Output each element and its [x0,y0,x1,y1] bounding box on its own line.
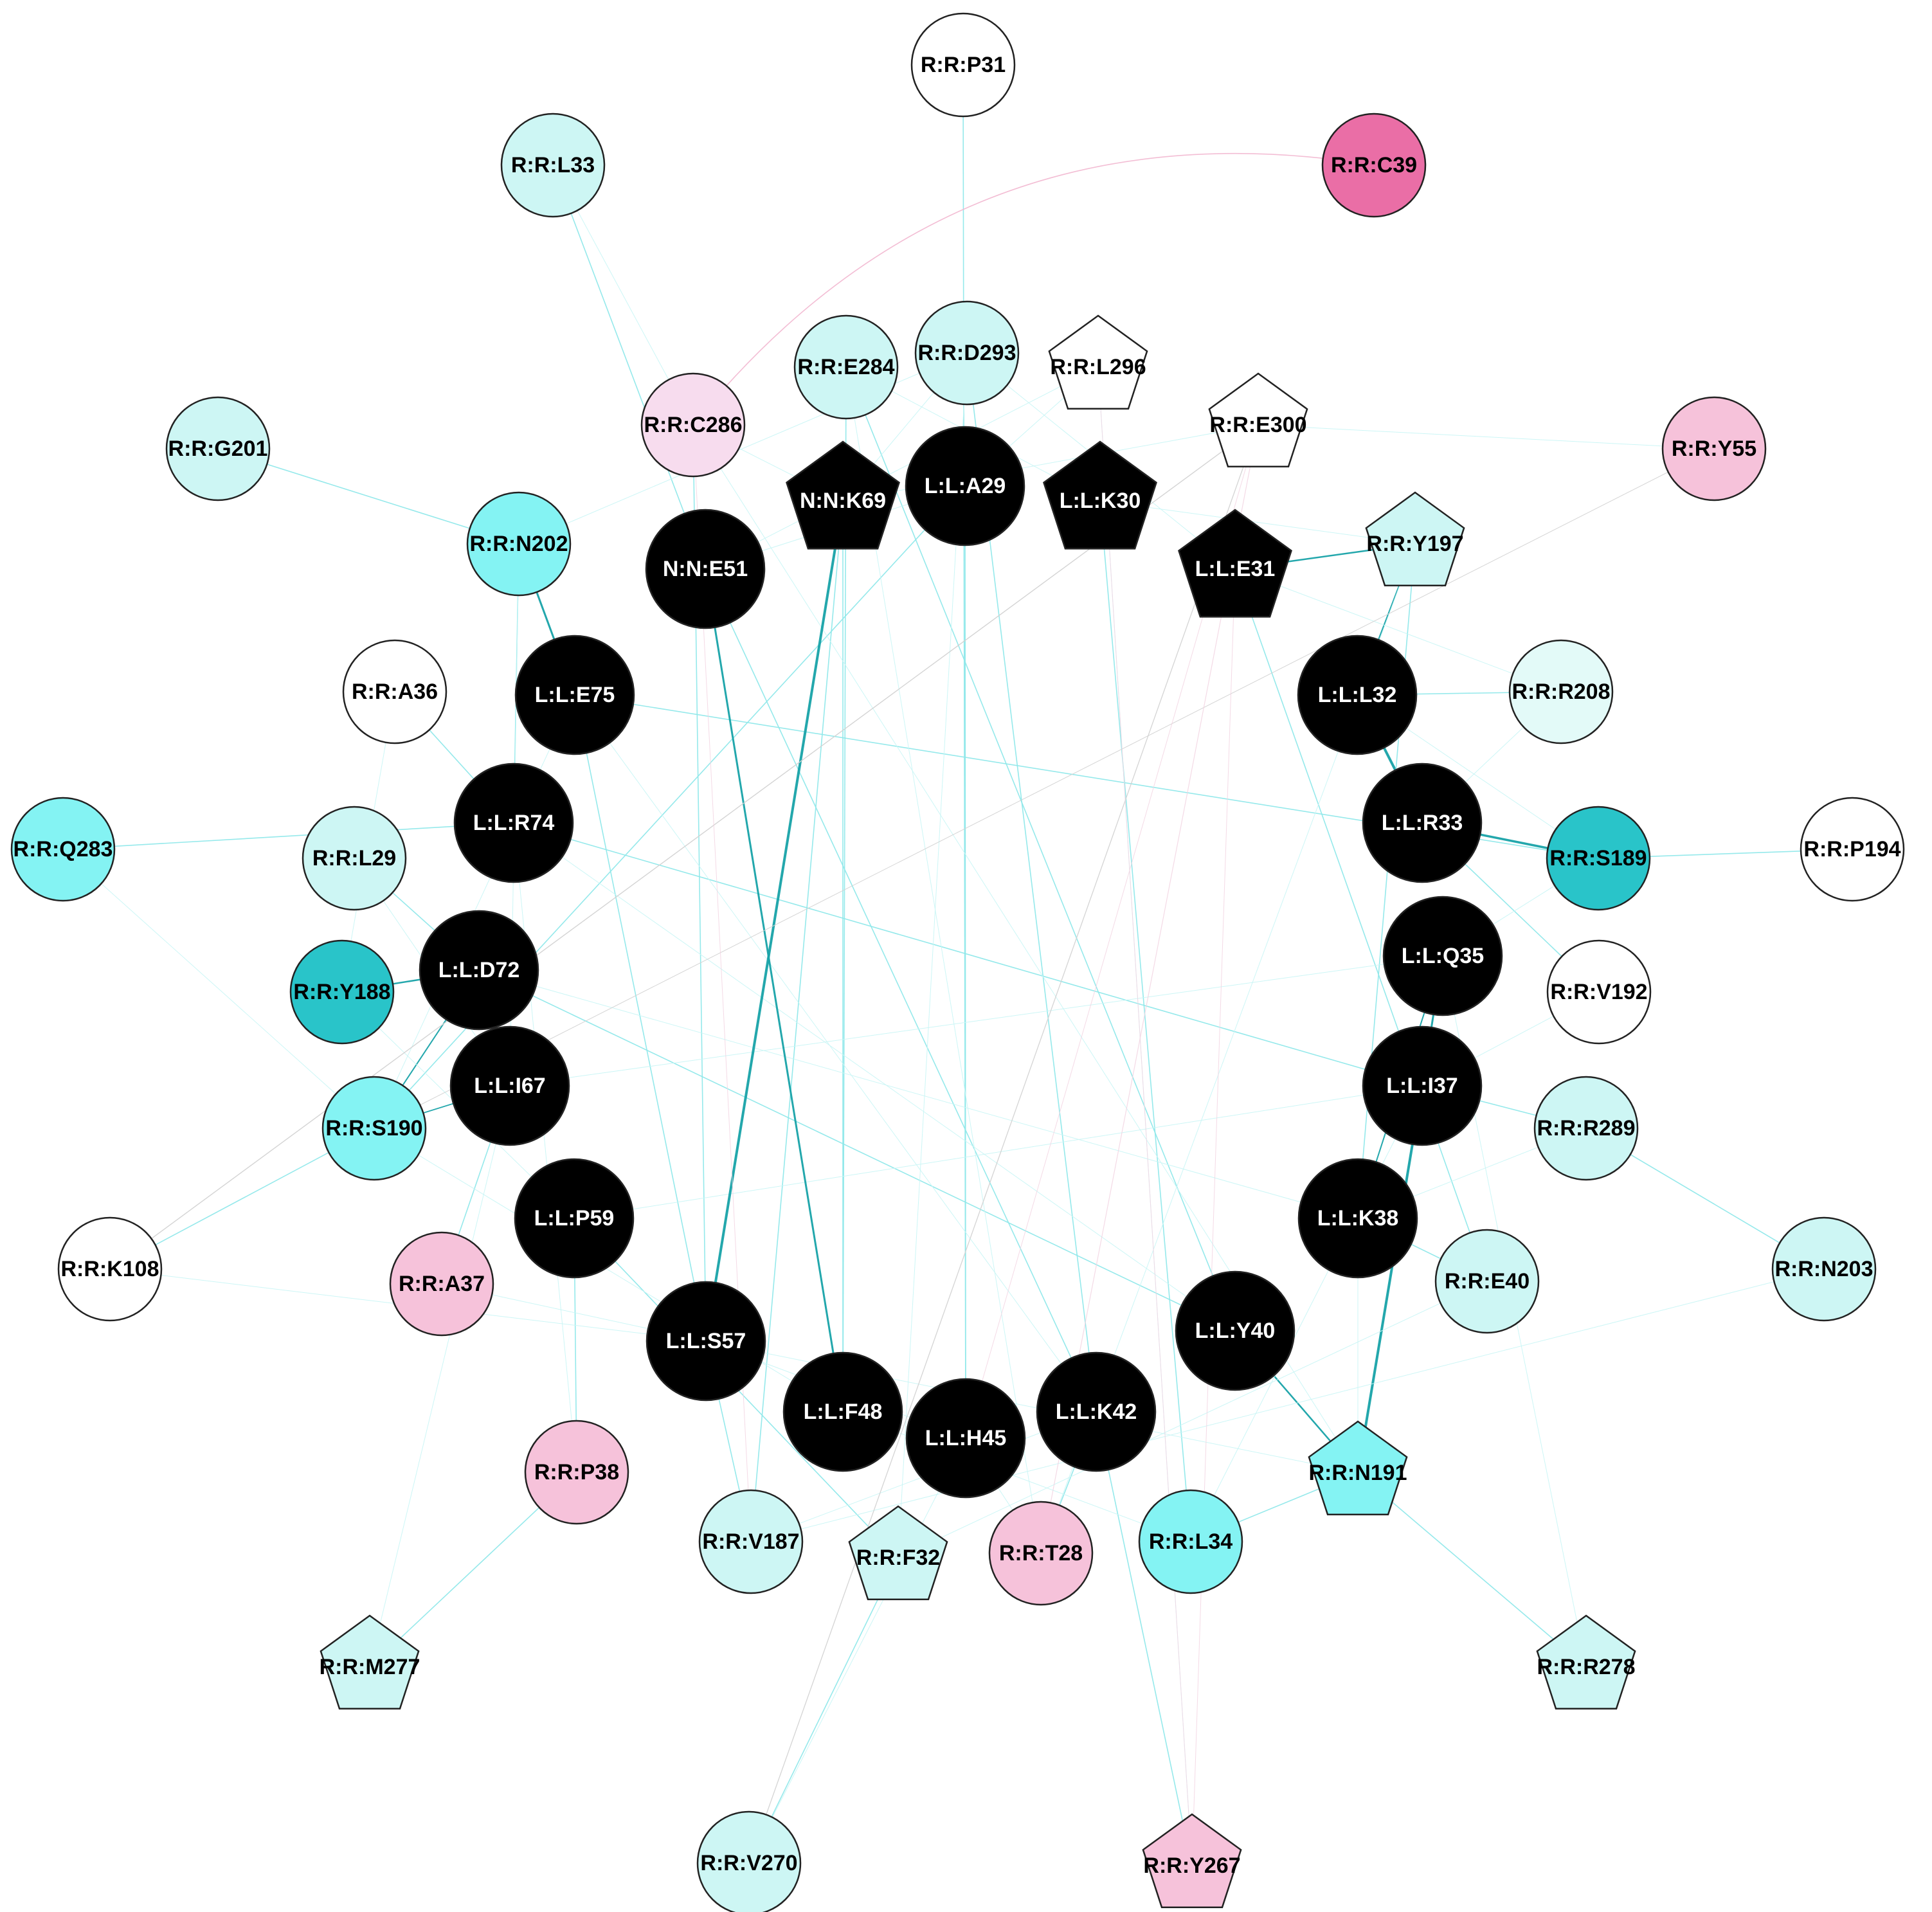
svg-text:R:R:G201: R:R:G201 [168,437,268,461]
svg-text:L:L:K42: L:L:K42 [1056,1400,1137,1424]
svg-text:R:R:S189: R:R:S189 [1549,846,1647,870]
svg-text:R:R:C286: R:R:C286 [644,413,742,437]
svg-text:L:L:A29: L:L:A29 [925,474,1006,498]
svg-text:R:R:L33: R:R:L33 [511,153,595,177]
svg-text:R:R:K108: R:R:K108 [60,1257,159,1281]
svg-text:L:L:F48: L:L:F48 [804,1400,883,1424]
svg-text:L:L:Y40: L:L:Y40 [1195,1319,1276,1343]
svg-text:L:L:R74: L:L:R74 [473,811,555,835]
svg-text:L:L:P59: L:L:P59 [534,1206,615,1231]
svg-text:R:R:T28: R:R:T28 [999,1541,1083,1565]
svg-text:R:R:N202: R:R:N202 [469,532,568,556]
svg-text:L:L:Q35: L:L:Q35 [1402,944,1484,968]
svg-text:N:N:K69: N:N:K69 [800,489,886,513]
svg-text:R:R:E40: R:R:E40 [1445,1269,1530,1294]
svg-text:R:R:Y197: R:R:Y197 [1366,532,1463,556]
svg-text:R:R:R289: R:R:R289 [1537,1116,1635,1141]
svg-text:R:R:N203: R:R:N203 [1774,1257,1873,1281]
svg-text:R:R:P38: R:R:P38 [534,1460,619,1484]
svg-text:R:R:L296: R:R:L296 [1050,355,1146,379]
svg-text:R:R:S190: R:R:S190 [325,1116,422,1141]
svg-text:L:L:E75: L:L:E75 [535,683,615,707]
svg-text:N:N:E51: N:N:E51 [663,557,748,581]
svg-text:R:R:Q283: R:R:Q283 [14,837,113,861]
svg-text:L:L:L32: L:L:L32 [1318,683,1397,707]
svg-text:L:L:K38: L:L:K38 [1317,1206,1399,1231]
svg-text:R:R:Y188: R:R:Y188 [293,980,390,1004]
svg-text:R:R:V192: R:R:V192 [1550,980,1647,1004]
svg-text:L:L:K30: L:L:K30 [1060,489,1141,513]
svg-text:R:R:V187: R:R:V187 [702,1529,799,1554]
svg-text:R:R:C39: R:R:C39 [1331,153,1417,177]
svg-text:R:R:N191: R:R:N191 [1308,1461,1407,1485]
svg-text:R:R:D293: R:R:D293 [917,341,1016,365]
svg-text:R:R:M277: R:R:M277 [320,1655,420,1679]
svg-text:R:R:F32: R:R:F32 [856,1546,940,1570]
svg-text:L:L:H45: L:L:H45 [925,1426,1007,1450]
svg-text:L:L:E31: L:L:E31 [1195,557,1276,581]
svg-text:R:R:A36: R:R:A36 [352,680,438,704]
svg-text:R:R:P194: R:R:P194 [1803,837,1900,861]
svg-text:R:R:P31: R:R:P31 [921,53,1006,77]
svg-text:L:L:S57: L:L:S57 [666,1329,746,1353]
svg-text:R:R:L34: R:R:L34 [1149,1529,1232,1554]
svg-text:R:R:A37: R:R:A37 [399,1272,485,1296]
svg-text:R:R:V270: R:R:V270 [700,1851,797,1875]
svg-text:R:R:E300: R:R:E300 [1209,413,1306,437]
svg-text:R:R:Y267: R:R:Y267 [1143,1853,1240,1878]
svg-text:R:R:Y55: R:R:Y55 [1672,437,1756,461]
svg-text:L:L:I37: L:L:I37 [1386,1074,1458,1098]
svg-text:L:L:I67: L:L:I67 [474,1074,545,1098]
svg-text:R:R:R278: R:R:R278 [1537,1655,1635,1679]
svg-text:L:L:D72: L:L:D72 [438,958,520,982]
svg-text:R:R:L29: R:R:L29 [312,846,396,870]
svg-text:R:R:E284: R:R:E284 [797,355,894,379]
svg-text:L:L:R33: L:L:R33 [1382,811,1463,835]
svg-text:R:R:R208: R:R:R208 [1512,680,1610,704]
